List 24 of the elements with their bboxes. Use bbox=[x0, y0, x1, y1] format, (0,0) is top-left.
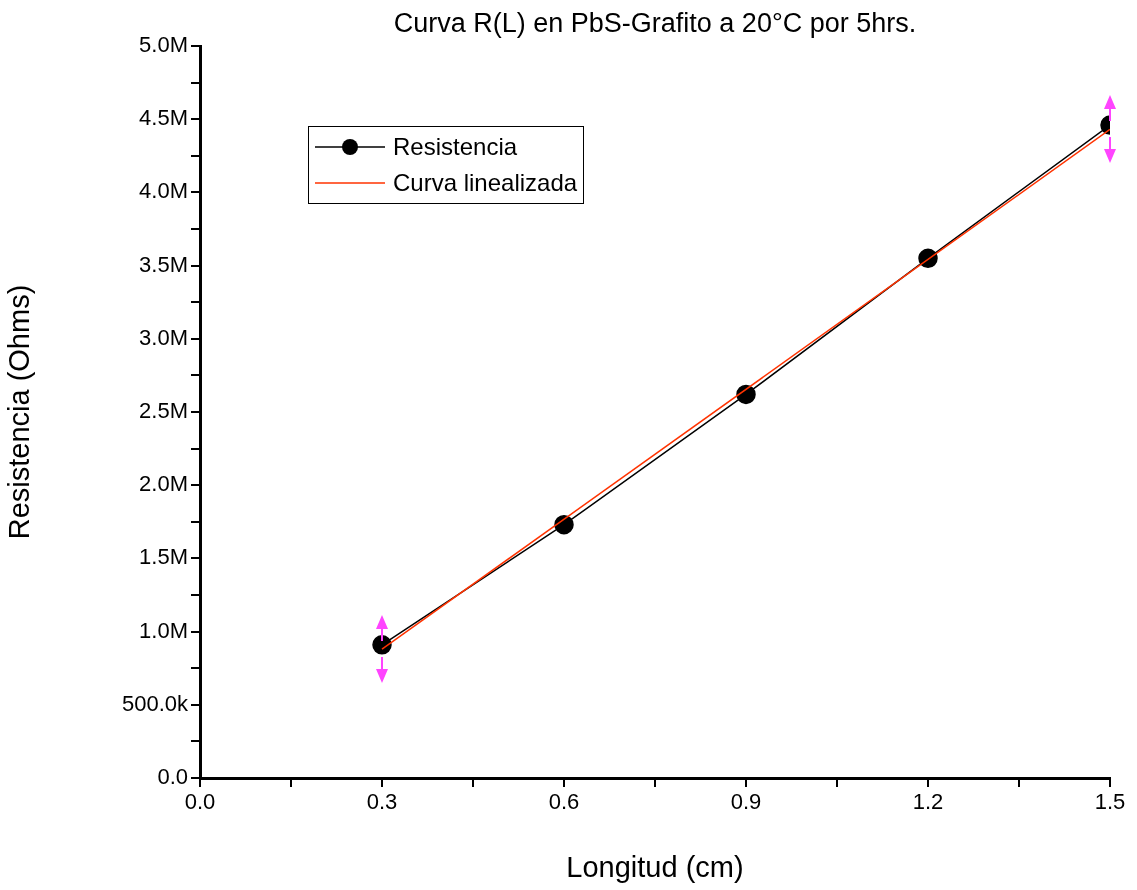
y-tick-label: 3.0M bbox=[139, 324, 188, 350]
x-tick-label: 0.0 bbox=[184, 789, 216, 815]
y-tick-label: 500.0k bbox=[121, 690, 189, 716]
y-axis-title: Resistencia (Ohms) bbox=[3, 284, 36, 540]
y-tick-label: 2.0M bbox=[139, 471, 188, 497]
y-tick-label: 3.5M bbox=[139, 251, 188, 277]
y-tick-label: 0.0 bbox=[157, 764, 188, 790]
point bbox=[554, 514, 574, 535]
x-axis-title: Longitud (cm) bbox=[566, 850, 744, 883]
chart-title: Curva R(L) en PbS-Grafito a 20°C por 5hrs. bbox=[392, 8, 918, 39]
y-tick-label: 4.0M bbox=[139, 178, 188, 204]
y-tick-label: 4.5M bbox=[139, 105, 188, 131]
legend-label: Resistencia bbox=[393, 133, 518, 161]
x-tick-label: 0.6 bbox=[548, 789, 580, 815]
x-tick-label: 1.5 bbox=[1094, 789, 1126, 815]
x-tick-label: 0.3 bbox=[366, 789, 398, 815]
y-tick-label: 2.5M bbox=[139, 398, 188, 424]
point bbox=[736, 384, 756, 405]
y-tick-label: 1.0M bbox=[139, 617, 188, 643]
y-tick-label: 5.0M bbox=[139, 32, 188, 58]
x-tick-label: 0.9 bbox=[730, 789, 762, 815]
legend-label: Curva linealizada bbox=[393, 169, 578, 197]
y-tick-label: 1.5M bbox=[139, 544, 188, 570]
x-tick-label: 1.2 bbox=[912, 789, 944, 815]
